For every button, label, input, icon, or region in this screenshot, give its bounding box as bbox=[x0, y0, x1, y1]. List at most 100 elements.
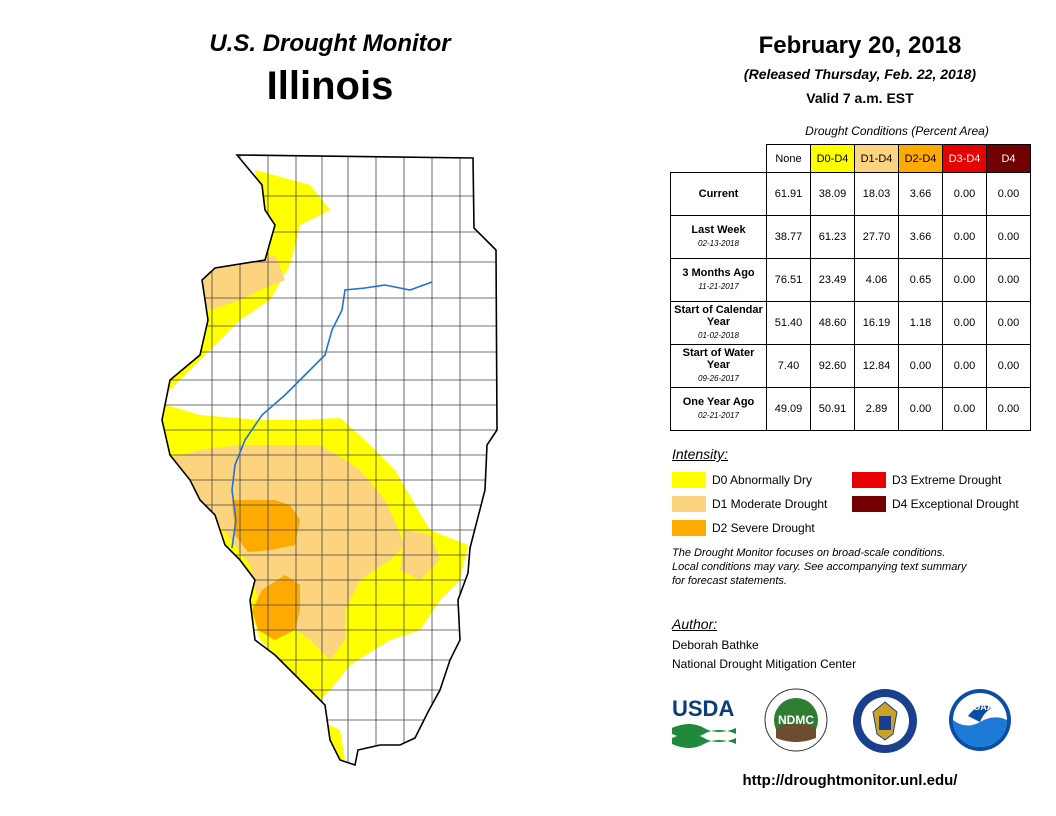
table-cell: 23.49 bbox=[810, 258, 855, 302]
table-cell: 0.00 bbox=[986, 301, 1031, 345]
table-cell: 16.19 bbox=[854, 301, 899, 345]
state-outline bbox=[161, 154, 498, 767]
row-label: Start of Water Year bbox=[682, 347, 755, 371]
table-cell: 38.09 bbox=[810, 172, 855, 216]
usda-logo[interactable]: USDA bbox=[670, 688, 738, 750]
col-header-none: None bbox=[766, 144, 811, 173]
col-header-d2-d4: D2-D4 bbox=[898, 144, 943, 173]
row-date: 09-26-2017 bbox=[698, 374, 739, 383]
disclaimer: The Drought Monitor focuses on broad-sca… bbox=[672, 546, 1032, 588]
row-date: 11-21-2017 bbox=[698, 282, 739, 291]
disclaimer-line: for forecast statements. bbox=[672, 575, 787, 587]
noaa-logo[interactable]: NOAA bbox=[948, 688, 1012, 752]
state-name: Illinois bbox=[266, 64, 394, 108]
col-header-d4: D4 bbox=[986, 144, 1031, 173]
table-cell: 4.06 bbox=[854, 258, 899, 302]
table-caption: Drought Conditions (Percent Area) bbox=[805, 124, 989, 138]
legend-item-d1: D1 Moderate Drought bbox=[672, 496, 827, 512]
row-label: One Year Ago bbox=[682, 396, 755, 408]
d1-swatch bbox=[672, 496, 706, 512]
table-row: 3 Months Ago 11-21-2017 76.51 23.49 4.06 … bbox=[670, 258, 1031, 302]
d1-central-region bbox=[162, 445, 405, 660]
disclaimer-line: Local conditions may vary. See accompany… bbox=[672, 561, 967, 573]
d4-swatch bbox=[852, 496, 886, 512]
table-cell: 7.40 bbox=[766, 344, 811, 388]
table-cell: 3.66 bbox=[898, 172, 943, 216]
row-label-start-of-water-year: Start of Water Year 09-26-2017 bbox=[670, 344, 767, 388]
col-header-d3-d4: D3-D4 bbox=[942, 144, 987, 173]
table-cell: 0.00 bbox=[942, 387, 987, 431]
row-label-current: Current bbox=[670, 172, 767, 216]
ndmc-logo[interactable]: NDMC bbox=[764, 688, 828, 752]
col-header-d0-d4: D0-D4 bbox=[810, 144, 855, 173]
table-cell: 27.70 bbox=[854, 215, 899, 259]
table-cell: 0.00 bbox=[986, 258, 1031, 302]
row-label: Current bbox=[698, 188, 739, 200]
release-date: (Released Thursday, Feb. 22, 2018) bbox=[743, 66, 977, 82]
table-row: Last Week 02-13-2018 38.77 61.23 27.70 3.… bbox=[670, 215, 1031, 259]
row-date: 01-02-2018 bbox=[698, 331, 739, 340]
table-cell: 3.66 bbox=[898, 215, 943, 259]
table-cell: 12.84 bbox=[854, 344, 899, 388]
legend-item-d4: D4 Exceptional Drought bbox=[852, 496, 1019, 512]
col-header-d1-d4: D1-D4 bbox=[854, 144, 899, 173]
legend-label: D4 Exceptional Drought bbox=[892, 497, 1019, 511]
row-label-last-week: Last Week 02-13-2018 bbox=[670, 215, 767, 259]
d3-swatch bbox=[852, 472, 886, 488]
table-cell: 0.00 bbox=[898, 344, 943, 388]
map-date: February 20, 2018 bbox=[758, 32, 962, 59]
table-cell: 0.65 bbox=[898, 258, 943, 302]
table-cell: 0.00 bbox=[986, 215, 1031, 259]
legend-label: D3 Extreme Drought bbox=[892, 473, 1002, 487]
d0-swatch bbox=[672, 472, 706, 488]
illinois-drought-map bbox=[161, 154, 498, 767]
row-label-start-of-calendar-year: Start of Calendar Year 01-02-2018 bbox=[670, 301, 767, 345]
table-row: One Year Ago 02-21-2017 49.09 50.91 2.89 … bbox=[670, 387, 1031, 431]
d2-west-region bbox=[232, 500, 300, 552]
table-cell: 61.91 bbox=[766, 172, 811, 216]
noaa-logo-text: NOAA bbox=[967, 702, 994, 712]
table-cell: 0.00 bbox=[942, 258, 987, 302]
table-cell: 0.00 bbox=[942, 344, 987, 388]
usda-logo-text: USDA bbox=[672, 696, 734, 721]
table-cell: 61.23 bbox=[810, 215, 855, 259]
illinois-river bbox=[231, 281, 433, 549]
commerce-seal-logo[interactable] bbox=[852, 688, 918, 754]
valid-time: Valid 7 a.m. EST bbox=[806, 90, 914, 106]
legend-title: Intensity: bbox=[672, 446, 729, 462]
table-row: Start of Water Year 09-26-2017 7.40 92.60… bbox=[670, 344, 1031, 388]
table-cell: 0.00 bbox=[942, 301, 987, 345]
table-cell: 0.00 bbox=[986, 172, 1031, 216]
table-cell: 49.09 bbox=[766, 387, 811, 431]
legend-label: D0 Abnormally Dry bbox=[712, 473, 813, 487]
author-title: Author: bbox=[672, 616, 718, 632]
table-cell: 0.00 bbox=[986, 387, 1031, 431]
legend-item-d2: D2 Severe Drought bbox=[672, 520, 815, 536]
table-cell: 0.00 bbox=[898, 387, 943, 431]
row-label-one-year-ago: One Year Ago 02-21-2017 bbox=[670, 387, 767, 431]
row-label: 3 Months Ago bbox=[682, 267, 755, 279]
row-date: 02-13-2018 bbox=[698, 239, 739, 248]
table-cell: 76.51 bbox=[766, 258, 811, 302]
d2-swatch bbox=[672, 520, 706, 536]
table-cell: 92.60 bbox=[810, 344, 855, 388]
table-cell: 18.03 bbox=[854, 172, 899, 216]
table-row: Start of Calendar Year 01-02-2018 51.40 4… bbox=[670, 301, 1031, 345]
table-cell: 0.00 bbox=[942, 172, 987, 216]
author-org: National Drought Mitigation Center bbox=[672, 657, 857, 671]
author-name: Deborah Bathke bbox=[672, 638, 759, 652]
table-cell: 50.91 bbox=[810, 387, 855, 431]
table-cell: 48.60 bbox=[810, 301, 855, 345]
table-cell: 1.18 bbox=[898, 301, 943, 345]
row-label-3-months-ago: 3 Months Ago 11-21-2017 bbox=[670, 258, 767, 302]
table-cell: 0.00 bbox=[986, 344, 1031, 388]
map-title: U.S. Drought Monitor bbox=[209, 30, 451, 57]
website-link[interactable]: http://droughtmonitor.unl.edu/ bbox=[742, 772, 958, 789]
ndmc-logo-text: NDMC bbox=[778, 713, 814, 727]
d2-south-region bbox=[252, 575, 300, 640]
legend-item-d3: D3 Extreme Drought bbox=[852, 472, 1001, 488]
table-row: Current 61.91 38.09 18.03 3.66 0.00 0.00 bbox=[670, 172, 1031, 216]
table-cell: 38.77 bbox=[766, 215, 811, 259]
table-header-row: None D0-D4 D1-D4 D2-D4 D3-D4 D4 bbox=[671, 144, 1031, 173]
drought-conditions-table: None D0-D4 D1-D4 D2-D4 D3-D4 D4 Current … bbox=[670, 144, 1031, 431]
